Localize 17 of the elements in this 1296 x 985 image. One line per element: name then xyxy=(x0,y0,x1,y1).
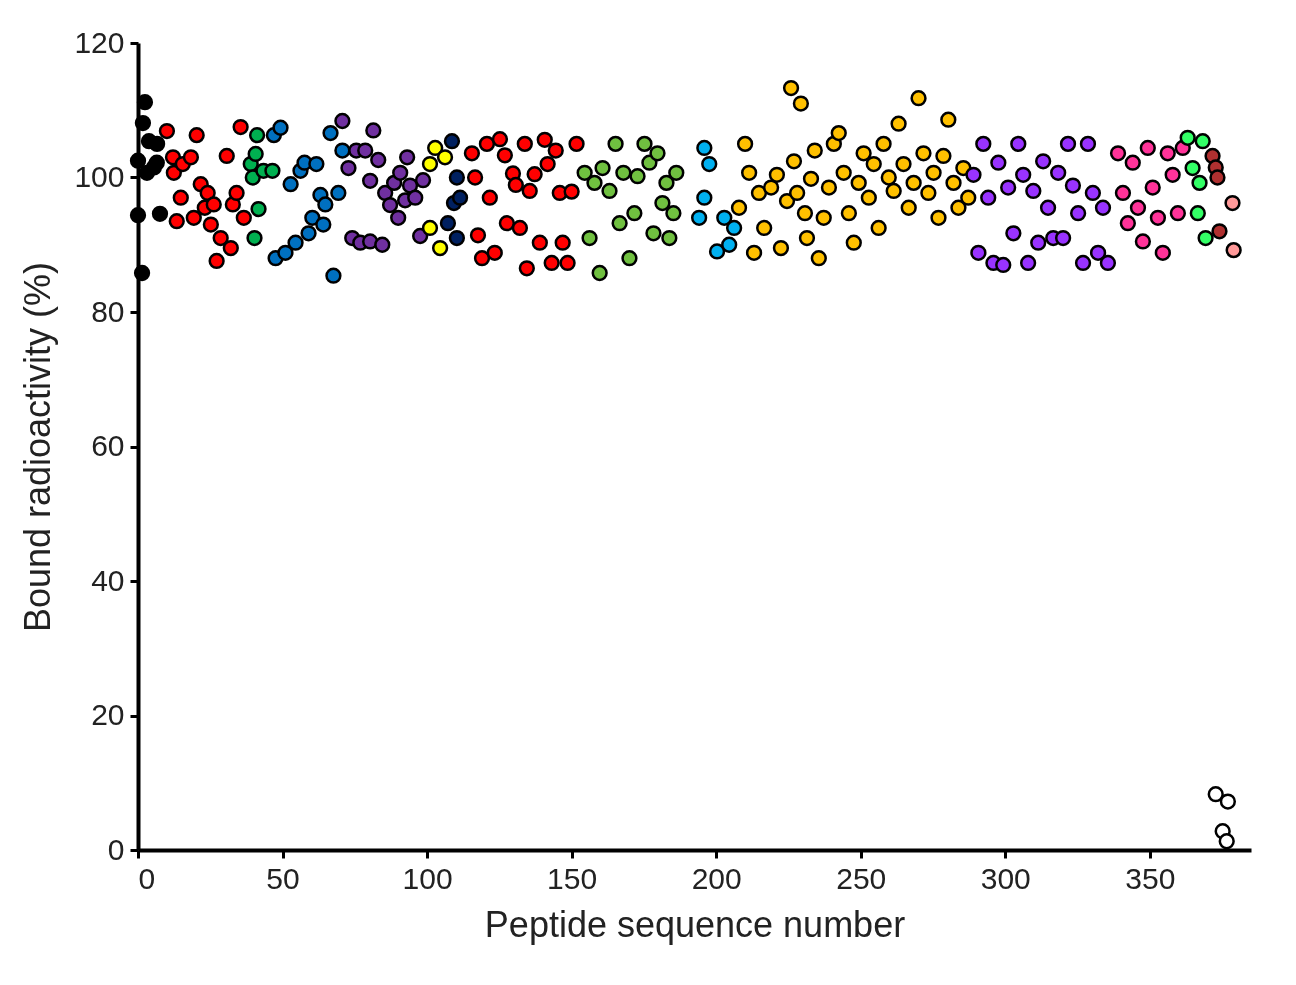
x-axis-title: Peptide sequence number xyxy=(484,903,906,945)
y-tick-label: 120 xyxy=(74,25,125,59)
x-tick-label: 0 xyxy=(138,861,156,895)
y-axis-title: Bound radioactivity (%) xyxy=(17,261,59,633)
y-tick-label: 40 xyxy=(91,563,125,597)
y-tick-label: 0 xyxy=(107,832,125,866)
x-tick-label: 50 xyxy=(266,861,300,895)
y-tick-label: 100 xyxy=(74,160,125,193)
x-tick-label: 250 xyxy=(836,861,887,895)
x-tick-label: 350 xyxy=(1125,861,1176,895)
x-tick-label: 150 xyxy=(547,861,598,895)
x-tick-label: 100 xyxy=(402,861,453,895)
y-tick-label: 20 xyxy=(91,698,125,731)
x-tick-label: 300 xyxy=(980,861,1031,895)
x-tick-label: 200 xyxy=(691,861,742,895)
y-tick-label: 80 xyxy=(91,294,125,328)
y-tick-label: 60 xyxy=(91,429,125,462)
